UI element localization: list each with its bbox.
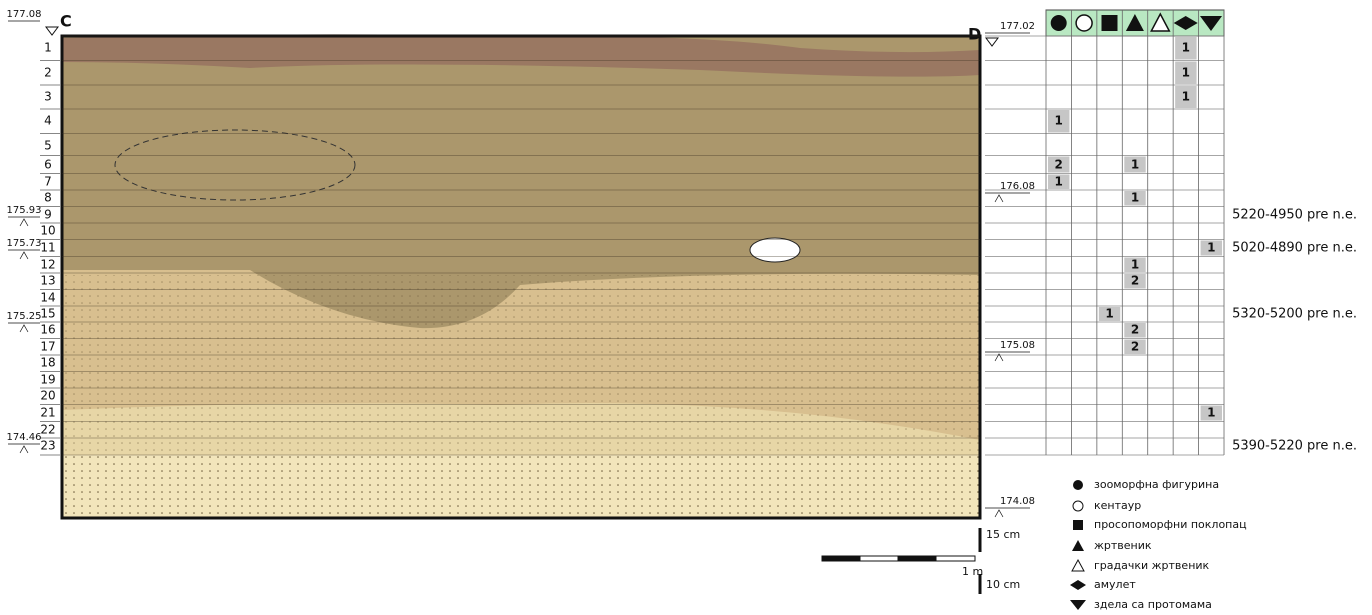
find-count: 1 (1055, 114, 1063, 128)
layer-number: 4 (44, 114, 52, 128)
legend-label: жртвеник (1094, 539, 1152, 552)
elevation-marker (994, 353, 1004, 362)
find-cell (1124, 257, 1146, 272)
elevation-marker (19, 251, 29, 260)
legend-label: зооморфна фигурина (1094, 478, 1219, 491)
elevation-marker (994, 194, 1004, 203)
layer-number: 10 (40, 224, 55, 238)
profile-letter: D (968, 25, 981, 44)
elevation: 174.08 (1000, 496, 1035, 507)
elevation-marker (19, 218, 29, 227)
find-count: 2 (1131, 340, 1139, 354)
legend-symbols (1070, 480, 1086, 610)
elevation-marker (19, 324, 29, 333)
date-label: 5220-4950 pre n.e. (1232, 208, 1357, 223)
header-symbols (1045, 9, 1225, 37)
layer-number: 1 (44, 41, 52, 55)
layer-number: 12 (40, 258, 55, 272)
layer-number: 22 (40, 423, 55, 437)
layer-number: 16 (40, 323, 55, 337)
elevation: 175.73 (7, 238, 42, 249)
elevation: 177.08 (7, 9, 42, 20)
elevation: 175.08 (1000, 340, 1035, 351)
layer-number: 15 (40, 307, 55, 321)
layer-number: 7 (44, 175, 52, 189)
find-count: 1 (1131, 158, 1139, 172)
profile-letter: C (60, 12, 72, 31)
legend-label: амулет (1094, 578, 1136, 591)
legend-label: градачки жртвеник (1094, 559, 1210, 572)
layer-number: 9 (44, 208, 52, 222)
find-cell (1200, 240, 1223, 256)
datum-marker (985, 37, 999, 47)
scale-label: 10 cm (986, 578, 1020, 591)
find-count: 1 (1207, 406, 1215, 420)
layer-number: 18 (40, 356, 55, 370)
find-count: 1 (1131, 258, 1139, 272)
layers (60, 34, 982, 520)
date-label: 5020-4890 pre n.e. (1232, 241, 1357, 256)
layer-number: 6 (44, 158, 52, 172)
find-count: 1 (1131, 191, 1139, 205)
layer-number: 17 (40, 340, 55, 354)
find-count: 1 (1182, 41, 1190, 55)
scale-label: 15 cm (986, 528, 1020, 541)
scale-bars (821, 528, 982, 594)
find-count: 1 (1182, 66, 1190, 80)
find-count: 1 (1105, 307, 1113, 321)
find-cell (1048, 110, 1070, 133)
layer-number: 20 (40, 389, 55, 403)
find-count: 1 (1182, 90, 1190, 104)
find-count: 2 (1055, 158, 1063, 172)
find-cell (1175, 61, 1197, 84)
layer-number: 5 (44, 139, 52, 153)
find-cell (1098, 307, 1121, 321)
elevation: 177.02 (1000, 21, 1035, 32)
elevation-marker (19, 445, 29, 454)
find-cell (1048, 174, 1070, 189)
layer-number: 11 (40, 241, 55, 255)
find-cell (1175, 86, 1197, 108)
find-count: 1 (1207, 241, 1215, 255)
find-cell (1124, 156, 1146, 173)
elevation: 176.08 (1000, 181, 1035, 192)
elevation: 175.93 (7, 205, 42, 216)
find-cell (1124, 339, 1146, 354)
find-cell (1200, 405, 1223, 421)
find-cell (1124, 191, 1146, 206)
elevation: 175.25 (7, 311, 42, 322)
layer-number: 23 (40, 439, 55, 453)
layer-number: 14 (40, 291, 55, 305)
find-cell (1175, 37, 1197, 60)
date-label: 5390-5220 pre n.e. (1232, 439, 1357, 454)
legend-label: кентаур (1094, 499, 1141, 512)
layer-number: 19 (40, 373, 55, 387)
layer-number: 3 (44, 90, 52, 104)
elevation: 174.46 (7, 432, 42, 443)
layer-number: 13 (40, 274, 55, 288)
datum-marker (45, 26, 59, 36)
scale-label: 1 m (962, 565, 983, 578)
date-label: 5320-5200 pre n.e. (1232, 307, 1357, 322)
find-cell (1124, 274, 1146, 289)
elevation-marker (994, 509, 1004, 518)
find-count: 1 (1055, 175, 1063, 189)
layer-number: 21 (40, 406, 55, 420)
legend-label: здела са протомама (1094, 598, 1212, 611)
find-cell (1048, 156, 1070, 173)
find-count: 2 (1131, 323, 1139, 337)
layer-number: 8 (44, 191, 52, 205)
legend-label: просопоморфни поклопац (1094, 518, 1247, 531)
find-count: 2 (1131, 274, 1139, 288)
layer-number: 2 (44, 66, 52, 80)
find-cell (1124, 323, 1146, 338)
